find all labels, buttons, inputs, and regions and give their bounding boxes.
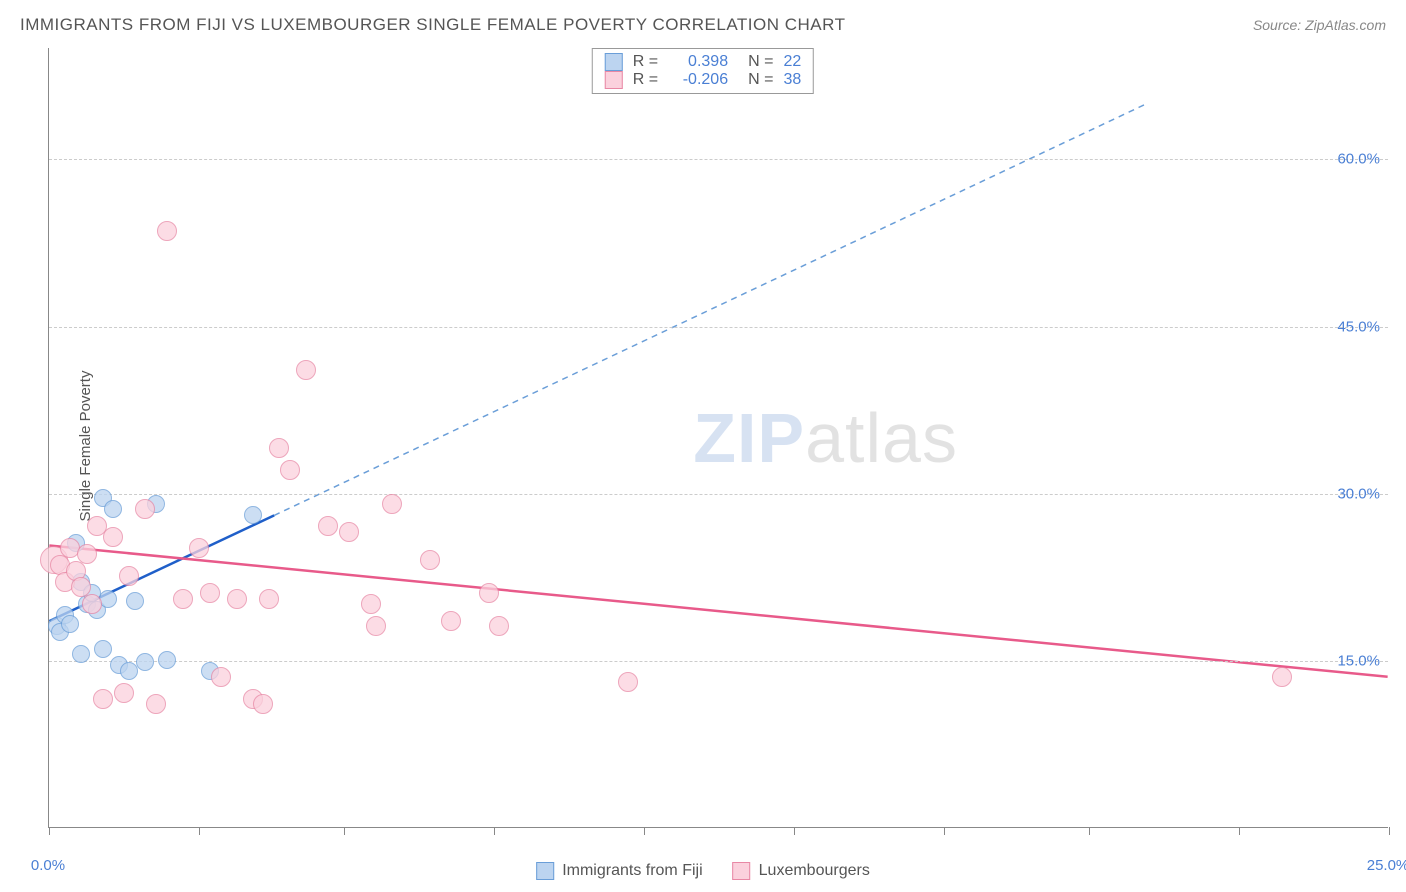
data-point (280, 460, 300, 480)
data-point (211, 667, 231, 687)
r-value: -0.206 (668, 71, 728, 89)
data-point (94, 640, 112, 658)
chart-source: Source: ZipAtlas.com (1253, 17, 1386, 33)
data-point (158, 651, 176, 669)
correlation-legend-row: R = 0.398 N = 22 (605, 53, 801, 71)
data-point (119, 566, 139, 586)
data-point (420, 550, 440, 570)
data-point (173, 589, 193, 609)
data-point (1272, 667, 1292, 687)
data-point (296, 360, 316, 380)
gridline (49, 661, 1388, 662)
data-point (93, 689, 113, 709)
x-tick (494, 827, 495, 835)
data-point (479, 583, 499, 603)
x-start-label: 0.0% (31, 857, 65, 874)
data-point (146, 694, 166, 714)
data-point (104, 500, 122, 518)
data-point (489, 616, 509, 636)
y-tick-label: 15.0% (1337, 652, 1380, 669)
data-point (87, 516, 107, 536)
series-legend: Immigrants from Fiji Luxembourgers (536, 862, 870, 880)
chart-title: IMMIGRANTS FROM FIJI VS LUXEMBOURGER SIN… (20, 15, 845, 35)
data-point (441, 611, 461, 631)
gridline (49, 159, 1388, 160)
data-point (269, 438, 289, 458)
x-tick (644, 827, 645, 835)
x-tick (344, 827, 345, 835)
legend-swatch (536, 862, 554, 880)
y-tick-label: 30.0% (1337, 485, 1380, 502)
y-tick-label: 45.0% (1337, 318, 1380, 335)
data-point (318, 516, 338, 536)
x-tick (199, 827, 200, 835)
watermark-light: atlas (805, 399, 958, 477)
watermark-bold: ZIP (693, 399, 805, 477)
legend-swatch (733, 862, 751, 880)
data-point (366, 616, 386, 636)
data-point (114, 683, 134, 703)
watermark: ZIPatlas (693, 398, 958, 478)
x-tick (1089, 827, 1090, 835)
legend-swatch (605, 53, 623, 71)
plot-area: ZIPatlas 15.0% 30.0% 45.0% 60.0% (48, 48, 1388, 828)
data-point (339, 522, 359, 542)
trend-lines-layer (49, 48, 1388, 827)
data-point (618, 672, 638, 692)
gridline (49, 494, 1388, 495)
y-tick-label: 60.0% (1337, 151, 1380, 168)
correlation-legend-row: R = -0.206 N = 38 (605, 71, 801, 89)
n-value: 38 (783, 71, 801, 89)
data-point (382, 494, 402, 514)
x-tick (794, 827, 795, 835)
data-point (77, 544, 97, 564)
data-point (200, 583, 220, 603)
x-tick (944, 827, 945, 835)
data-point (126, 592, 144, 610)
data-point (244, 506, 262, 524)
n-label: N = (748, 71, 773, 89)
data-point (157, 221, 177, 241)
trend-line (274, 104, 1147, 516)
data-point (227, 589, 247, 609)
legend-swatch (605, 71, 623, 89)
gridline (49, 327, 1388, 328)
series-legend-item: Immigrants from Fiji (536, 862, 702, 880)
x-tick (1239, 827, 1240, 835)
r-label: R = (633, 53, 658, 71)
data-point (61, 615, 79, 633)
data-point (72, 645, 90, 663)
data-point (259, 589, 279, 609)
trend-line (49, 545, 1387, 676)
data-point (253, 694, 273, 714)
data-point (136, 653, 154, 671)
r-value: 0.398 (668, 53, 728, 71)
data-point (120, 662, 138, 680)
series-legend-item: Luxembourgers (733, 862, 870, 880)
n-label: N = (748, 53, 773, 71)
n-value: 22 (783, 53, 801, 71)
x-tick (49, 827, 50, 835)
correlation-legend: R = 0.398 N = 22 R = -0.206 N = 38 (592, 48, 814, 94)
x-tick (1389, 827, 1390, 835)
x-end-label: 25.0% (1367, 857, 1406, 874)
data-point (189, 538, 209, 558)
r-label: R = (633, 71, 658, 89)
data-point (82, 594, 102, 614)
series-name: Luxembourgers (759, 862, 870, 880)
series-name: Immigrants from Fiji (562, 862, 702, 880)
data-point (361, 594, 381, 614)
data-point (135, 499, 155, 519)
